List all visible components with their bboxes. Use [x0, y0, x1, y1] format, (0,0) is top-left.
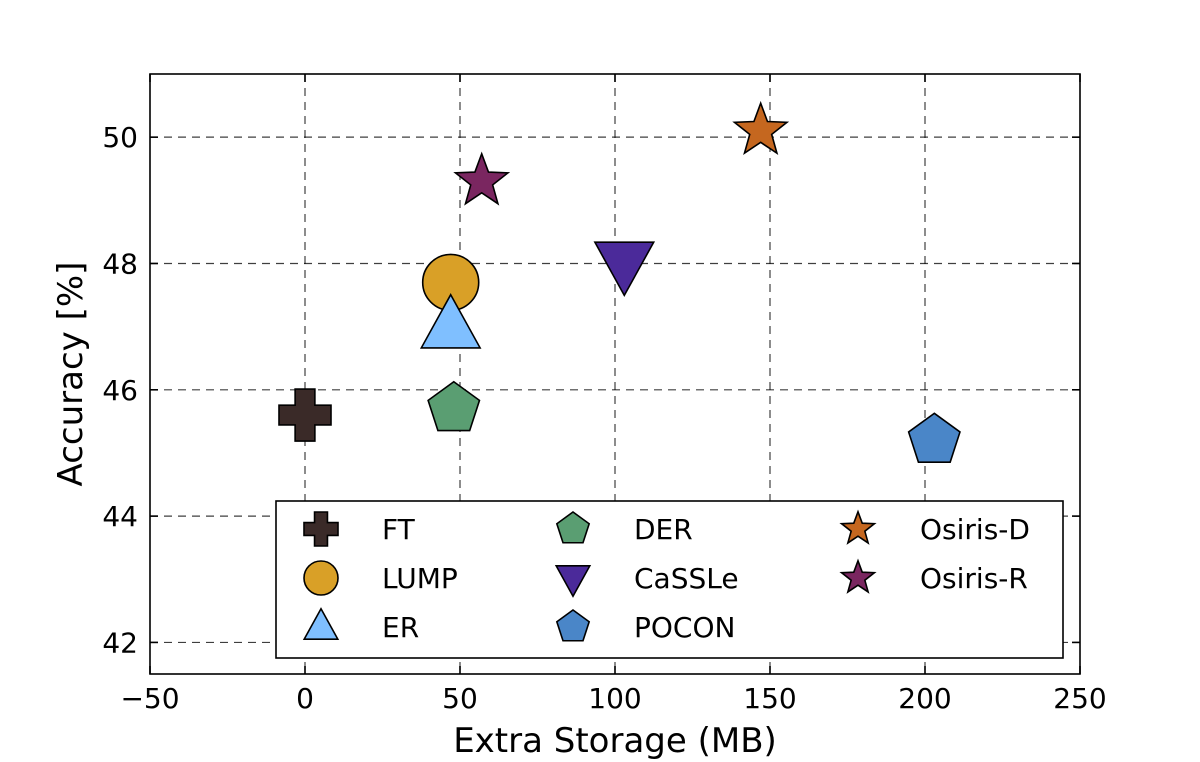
y-tick-label: 44: [102, 500, 138, 533]
legend-label-lump: LUMP: [382, 562, 458, 595]
legend-label-osiris-d: Osiris-D: [920, 513, 1030, 546]
x-ticks: −50 0 50 100 150 200 250: [120, 74, 1107, 715]
y-ticks: 42 44 46 48 50: [102, 121, 1080, 659]
y-tick-label: 42: [102, 626, 138, 659]
x-tick-label: 100: [588, 682, 641, 715]
legend-marker-er: [302, 607, 340, 640]
legend-marker-osiris-d: [839, 509, 877, 545]
legend-box: [275, 500, 1064, 659]
x-tick-label: 0: [296, 682, 314, 715]
legend-marker-lump: [303, 560, 339, 596]
legend-label-cassle: CaSSLe: [634, 562, 739, 595]
legend: FT LUMP ER DER CaSSLe POCON Osiris-D Osiris-R: [275, 500, 1064, 659]
x-tick-label: −50: [120, 682, 179, 715]
x-tick-label: 200: [898, 682, 951, 715]
legend-label-der: DER: [634, 513, 693, 546]
point-ft: [278, 388, 332, 442]
x-axis-title: Extra Storage (MB): [453, 721, 777, 761]
point-er: [419, 293, 482, 349]
y-tick-label: 46: [102, 374, 138, 407]
y-tick-label: 48: [102, 247, 138, 280]
point-pocon: [907, 412, 961, 463]
point-osiris-r: [453, 151, 511, 206]
x-tick-label: 150: [743, 682, 796, 715]
point-osiris-d: [732, 100, 790, 156]
x-tick-label: 50: [442, 682, 478, 715]
legend-label-pocon: POCON: [634, 611, 735, 644]
legend-label-er: ER: [382, 611, 419, 644]
point-der: [427, 380, 481, 432]
point-cassle: [593, 241, 656, 298]
legend-marker-osiris-r: [839, 558, 877, 594]
legend-marker-pocon: [555, 609, 591, 642]
y-tick-label: 50: [102, 121, 138, 154]
legend-marker-der: [555, 511, 591, 544]
y-axis-title: Accuracy [%]: [51, 262, 91, 487]
data-points: [278, 100, 961, 463]
legend-marker-cassle: [554, 565, 592, 598]
legend-label-ft: FT: [382, 513, 416, 546]
legend-marker-ft: [303, 511, 339, 547]
x-tick-label: 250: [1053, 682, 1106, 715]
legend-label-osiris-r: Osiris-R: [920, 562, 1028, 595]
